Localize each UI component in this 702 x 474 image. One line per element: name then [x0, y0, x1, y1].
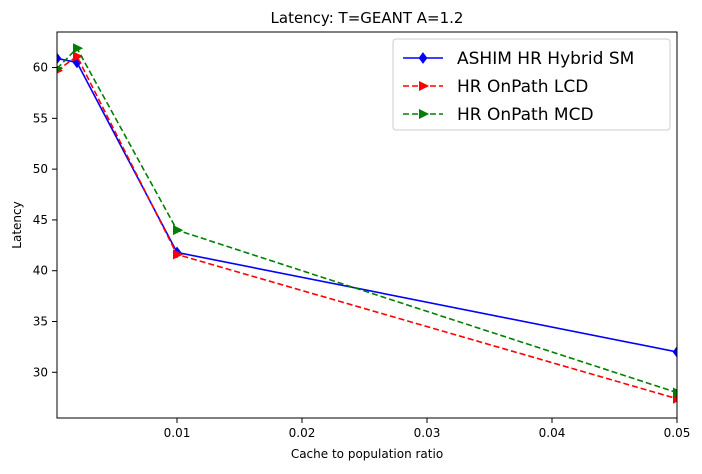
series-line — [57, 46, 677, 394]
legend-marker — [419, 80, 430, 92]
y-tick-label: 55 — [33, 111, 48, 125]
y-tick-label: 30 — [33, 365, 48, 379]
series-line — [57, 57, 677, 353]
y-tick-label: 40 — [33, 264, 48, 278]
series-2 — [57, 51, 677, 404]
series-3 — [57, 43, 677, 398]
chart-title: Latency: T=GEANT A=1.2 — [271, 9, 464, 27]
series-line — [57, 55, 677, 400]
x-tick-label: 0.04 — [539, 426, 566, 440]
data-point — [57, 65, 64, 72]
legend-item: HR OnPath MCD — [403, 105, 594, 125]
plot-frame — [56, 31, 678, 419]
data-point — [73, 43, 84, 54]
data-point — [57, 52, 62, 65]
legend: ASHIM HR Hybrid SM HR OnPath LCD HR OnPath… — [392, 38, 671, 131]
data-point — [672, 346, 677, 358]
legend-item: ASHIM HR Hybrid SM — [403, 49, 634, 69]
legend-item: HR OnPath LCD — [403, 77, 588, 97]
x-tick-label: 0.05 — [664, 426, 691, 440]
data-point — [173, 249, 184, 260]
legend-marker — [418, 52, 428, 64]
data-point — [173, 225, 184, 236]
legend-box — [392, 38, 671, 131]
y-axis: 30 35 40 45 50 55 60 — [33, 61, 57, 379]
data-point — [673, 387, 677, 398]
data-point — [73, 51, 84, 62]
x-tick-label: 0.03 — [414, 426, 441, 440]
x-tick-label: 0.01 — [164, 426, 191, 440]
x-axis-label: Cache to population ratio — [291, 447, 443, 461]
y-axis-label: Latency — [10, 201, 24, 248]
legend-label: ASHIM HR Hybrid SM — [457, 49, 634, 69]
y-tick-label: 60 — [33, 61, 48, 75]
x-axis: 0.01 0.02 0.03 0.04 0.05 — [164, 418, 691, 440]
legend-label: HR OnPath LCD — [457, 77, 588, 97]
series-layer — [57, 43, 677, 404]
legend-marker — [419, 108, 430, 120]
legend-label: HR OnPath MCD — [457, 105, 594, 125]
x-tick-label: 0.02 — [289, 426, 316, 440]
y-tick-label: 45 — [33, 213, 48, 227]
y-tick-label: 35 — [33, 315, 48, 329]
y-tick-label: 50 — [33, 162, 48, 176]
